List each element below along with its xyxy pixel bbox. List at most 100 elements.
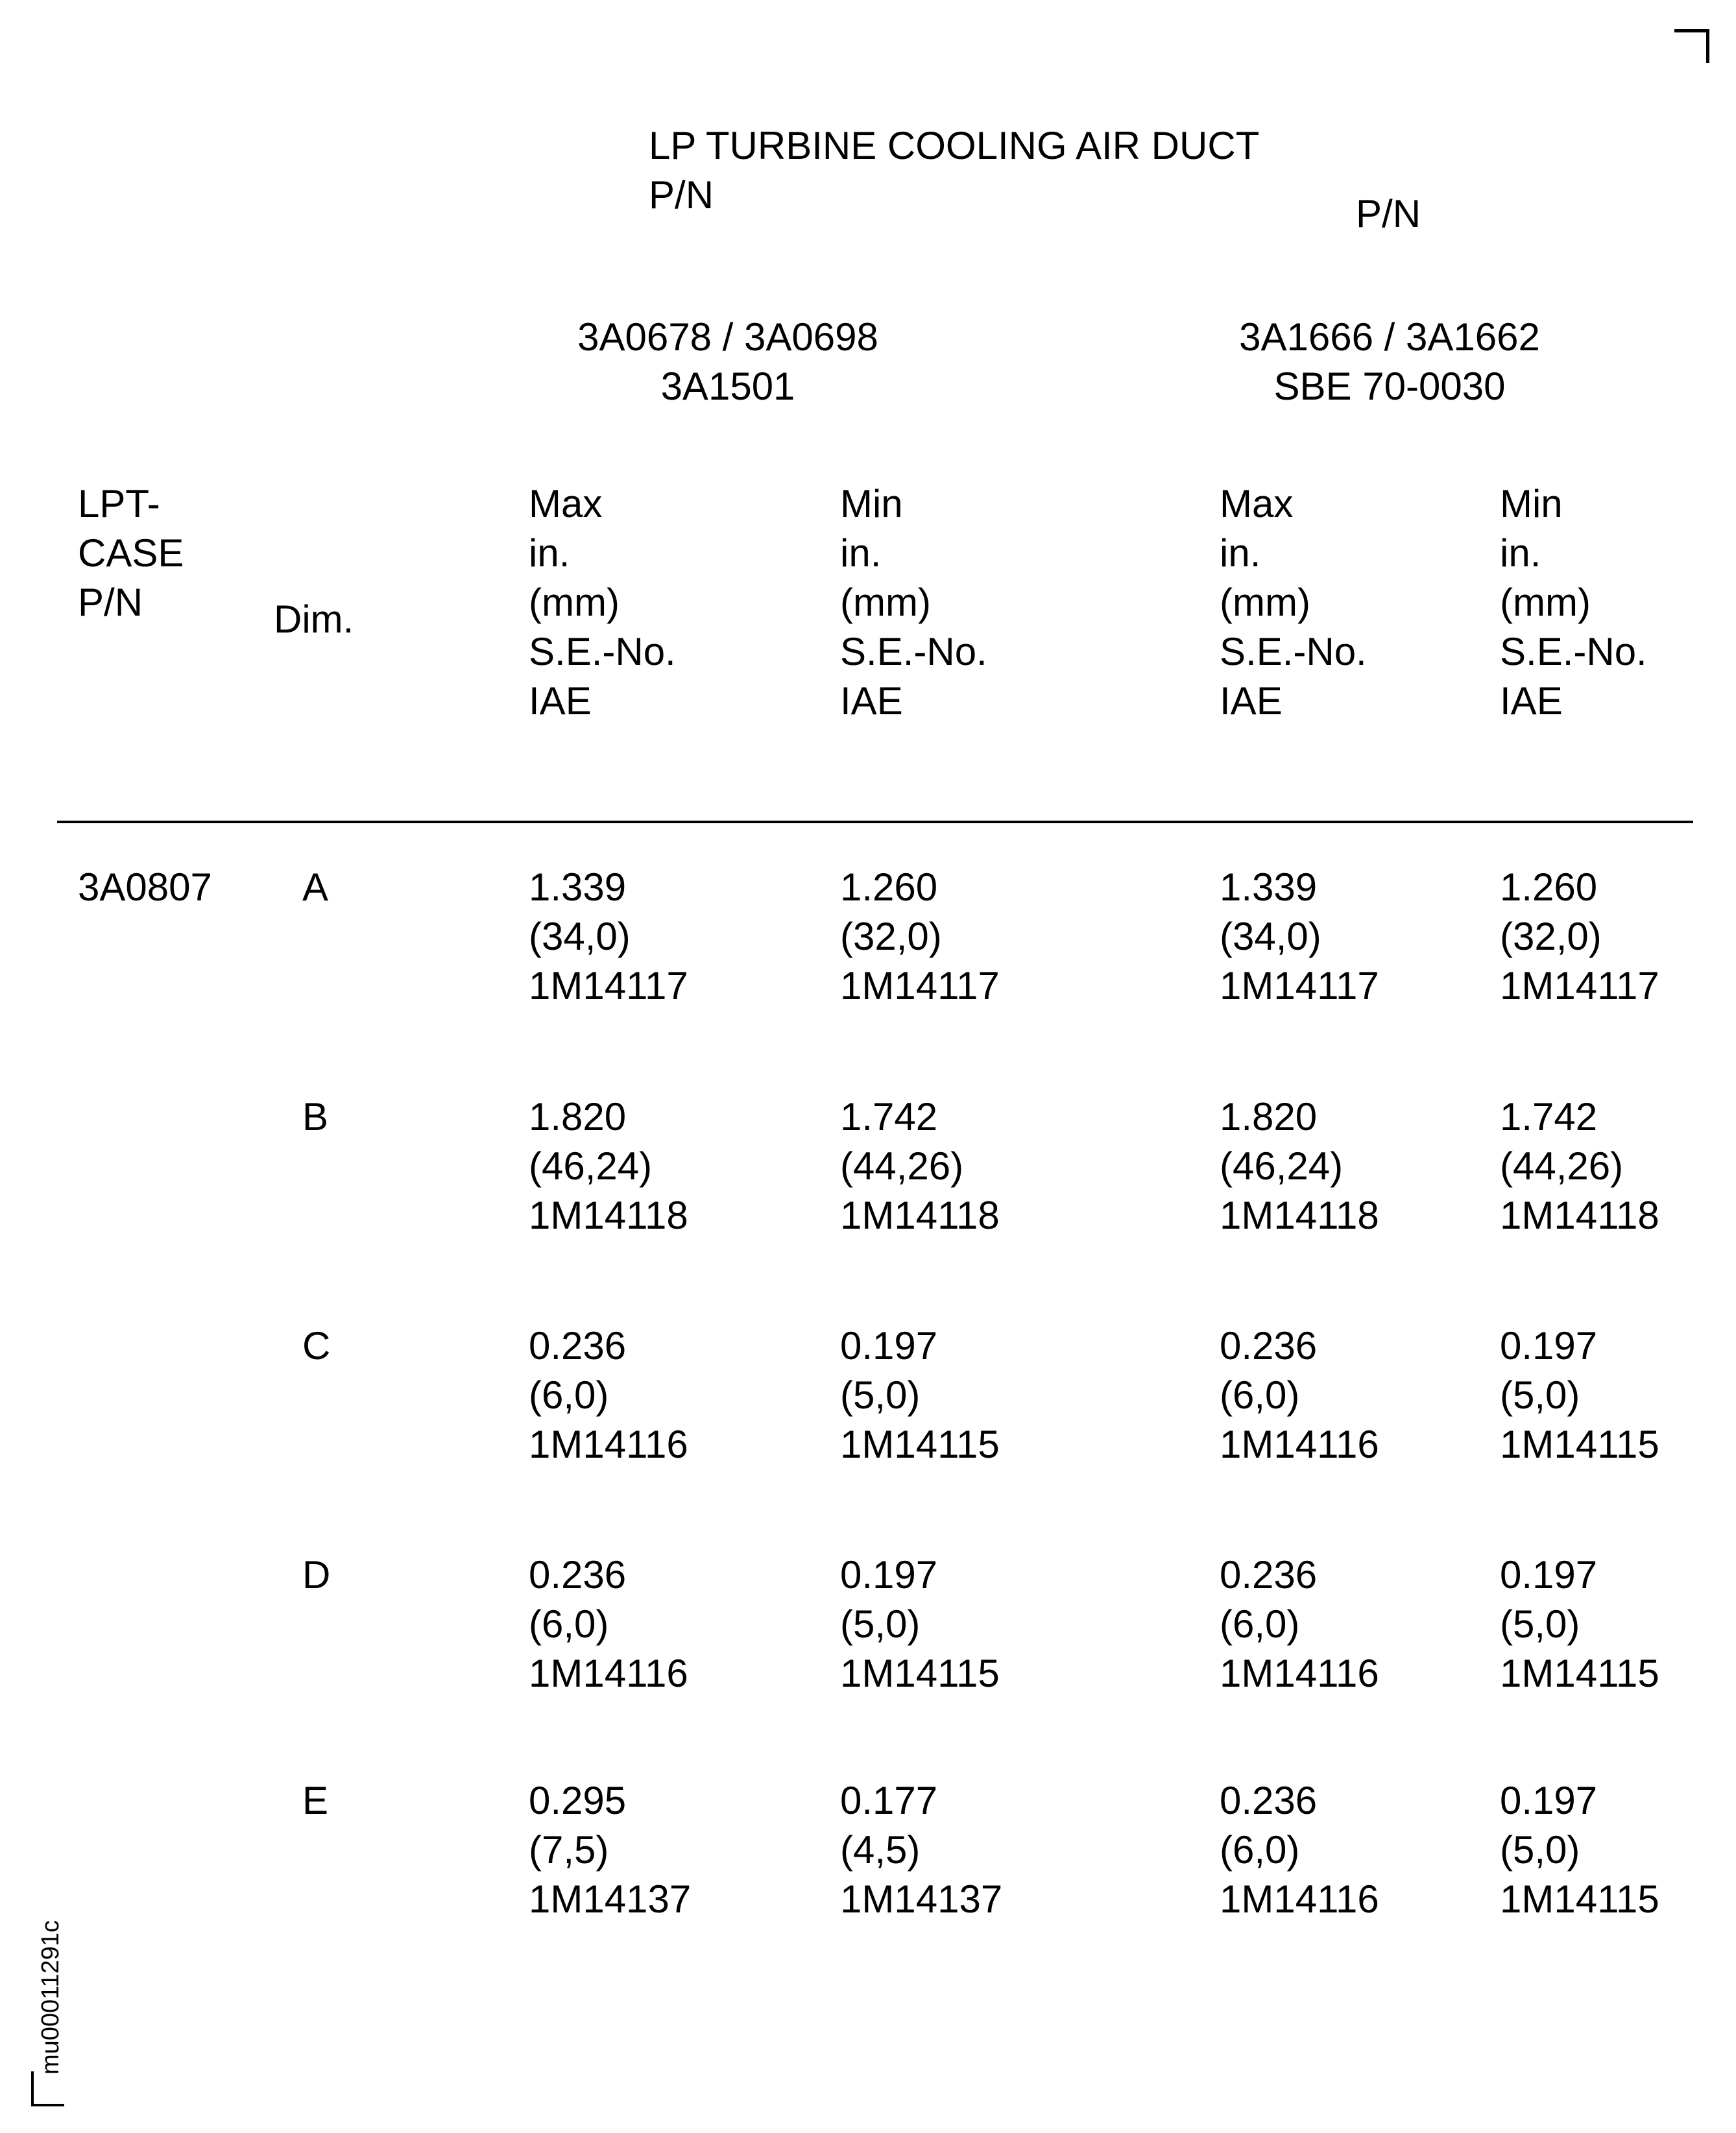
col-header-min-1: Min in. (mm) S.E.-No. IAE	[840, 479, 987, 726]
lpt-case-line2: CASE	[78, 531, 184, 575]
se-number: 1M14117	[1500, 964, 1659, 1007]
value-in: 0.197	[1500, 1553, 1598, 1597]
table-cell: 0.236 (6,0) 1M14116	[529, 1321, 688, 1469]
col-header-line: (mm)	[840, 581, 931, 624]
table-cell: 0.236 (6,0) 1M14116	[529, 1550, 688, 1698]
se-number: 1M14137	[529, 1877, 692, 1921]
se-number: 1M14115	[1500, 1423, 1659, 1466]
table-cell: 1.820 (46,24) 1M14118	[1220, 1092, 1379, 1240]
value-in: 0.177	[840, 1779, 938, 1822]
col-header-line: Max	[1220, 482, 1294, 525]
se-number: 1M14117	[529, 964, 688, 1007]
col-header-line: IAE	[1500, 679, 1563, 723]
pn-group-left-line2: 3A1501	[660, 365, 795, 408]
col-header-max-1: Max in. (mm) S.E.-No. IAE	[529, 479, 676, 726]
value-mm: (6,0)	[1220, 1602, 1300, 1646]
col-header-line: (mm)	[1220, 581, 1310, 624]
table-cell: 0.177 (4,5) 1M14137	[840, 1776, 1002, 1924]
dim-label-e: E	[302, 1779, 329, 1822]
col-header-line: in.	[529, 531, 570, 575]
table-cell: 0.197 (5,0) 1M14115	[1500, 1550, 1659, 1698]
table-cell: 1.820 (46,24) 1M14118	[529, 1092, 688, 1240]
se-number: 1M14116	[1220, 1877, 1379, 1921]
value-mm: (44,26)	[840, 1144, 964, 1188]
value-mm: (44,26)	[1500, 1144, 1624, 1188]
col-header-line: S.E.-No.	[840, 630, 987, 673]
value-mm: (5,0)	[840, 1373, 921, 1417]
pn-group-right: 3A1666 / 3A1662 SBE 70-0030	[1218, 313, 1561, 411]
se-number: 1M14117	[840, 964, 1000, 1007]
value-mm: (34,0)	[529, 915, 631, 958]
se-number: 1M14115	[1500, 1877, 1659, 1921]
table-cell: 0.197 (5,0) 1M14115	[1500, 1321, 1659, 1469]
table-cell: 0.236 (6,0) 1M14116	[1220, 1321, 1379, 1469]
value-in: 1.820	[1220, 1095, 1318, 1139]
value-mm: (32,0)	[1500, 915, 1602, 958]
col-header-line: IAE	[529, 679, 592, 723]
case-pn: 3A0807	[78, 865, 212, 909]
value-mm: (5,0)	[1500, 1828, 1580, 1872]
value-mm: (5,0)	[1500, 1602, 1580, 1646]
se-number: 1M14118	[840, 1194, 1000, 1237]
se-number: 1M14117	[1220, 964, 1379, 1007]
table-cell: 1.339 (34,0) 1M14117	[1220, 863, 1379, 1011]
dim-label-b: B	[302, 1095, 329, 1139]
value-in: 1.260	[840, 865, 938, 909]
dim-label-d: D	[302, 1553, 331, 1597]
lpt-case-line1: LPT-	[78, 482, 160, 525]
col-header-line: Max	[529, 482, 603, 525]
col-header-line: in.	[1220, 531, 1261, 575]
col-header-line: in.	[840, 531, 882, 575]
value-mm: (32,0)	[840, 915, 942, 958]
col-header-line: IAE	[1220, 679, 1283, 723]
col-header-line: (mm)	[1500, 581, 1591, 624]
se-number: 1M14115	[840, 1652, 1000, 1695]
dim-header: Dim.	[274, 597, 354, 641]
corner-mark-bottom-left-icon	[31, 2071, 64, 2106]
dim-label-c: C	[302, 1324, 331, 1368]
se-number: 1M14116	[529, 1423, 688, 1466]
pn-group-right-line1: 3A1666 / 3A1662	[1239, 315, 1540, 359]
pn-label-right: P/N	[1356, 192, 1421, 235]
se-number: 1M14118	[1500, 1194, 1659, 1237]
page-title: LP TURBINE COOLING AIR DUCT	[649, 124, 1260, 167]
sidebar-document-code-text: mu00011291c	[37, 1920, 64, 2075]
table-cell: 1.339 (34,0) 1M14117	[529, 863, 688, 1011]
value-in: 1.260	[1500, 865, 1598, 909]
table-cell: 0.236 (6,0) 1M14116	[1220, 1550, 1379, 1698]
lpt-case-header: LPT- CASE P/N	[78, 479, 184, 627]
value-mm: (5,0)	[840, 1602, 921, 1646]
se-number: 1M14116	[1220, 1423, 1379, 1466]
value-in: 0.236	[529, 1324, 627, 1368]
corner-mark-top-right-icon	[1674, 29, 1709, 63]
se-number: 1M14116	[529, 1652, 688, 1695]
table-cell: 1.742 (44,26) 1M14118	[840, 1092, 1000, 1240]
table-cell: 1.260 (32,0) 1M14117	[840, 863, 1000, 1011]
se-number: 1M14115	[840, 1423, 1000, 1466]
value-in: 1.742	[840, 1095, 938, 1139]
table-cell: 0.197 (5,0) 1M14115	[840, 1321, 1000, 1469]
pn-group-right-line2: SBE 70-0030	[1273, 365, 1506, 408]
value-in: 0.197	[1500, 1779, 1598, 1822]
value-in: 0.236	[529, 1553, 627, 1597]
value-in: 0.197	[840, 1553, 938, 1597]
value-mm: (6,0)	[1220, 1373, 1300, 1417]
value-in: 0.197	[1500, 1324, 1598, 1368]
value-in: 0.236	[1220, 1779, 1318, 1822]
col-header-line: Min	[1500, 482, 1563, 525]
se-number: 1M14116	[1220, 1652, 1379, 1695]
title-block: LP TURBINE COOLING AIR DUCT P/N	[649, 121, 1259, 220]
value-in: 1.742	[1500, 1095, 1598, 1139]
value-in: 0.295	[529, 1779, 627, 1822]
col-header-line: Min	[840, 482, 903, 525]
value-in: 0.197	[840, 1324, 938, 1368]
value-mm: (46,24)	[1220, 1144, 1344, 1188]
se-number: 1M14137	[840, 1877, 1003, 1921]
table-cell: 0.236 (6,0) 1M14116	[1220, 1776, 1379, 1924]
col-header-line: in.	[1500, 531, 1541, 575]
pn-group-left: 3A0678 / 3A0698 3A1501	[556, 313, 900, 411]
value-in: 1.820	[529, 1095, 627, 1139]
header-divider	[57, 821, 1693, 823]
table-cell: 0.197 (5,0) 1M14115	[1500, 1776, 1659, 1924]
